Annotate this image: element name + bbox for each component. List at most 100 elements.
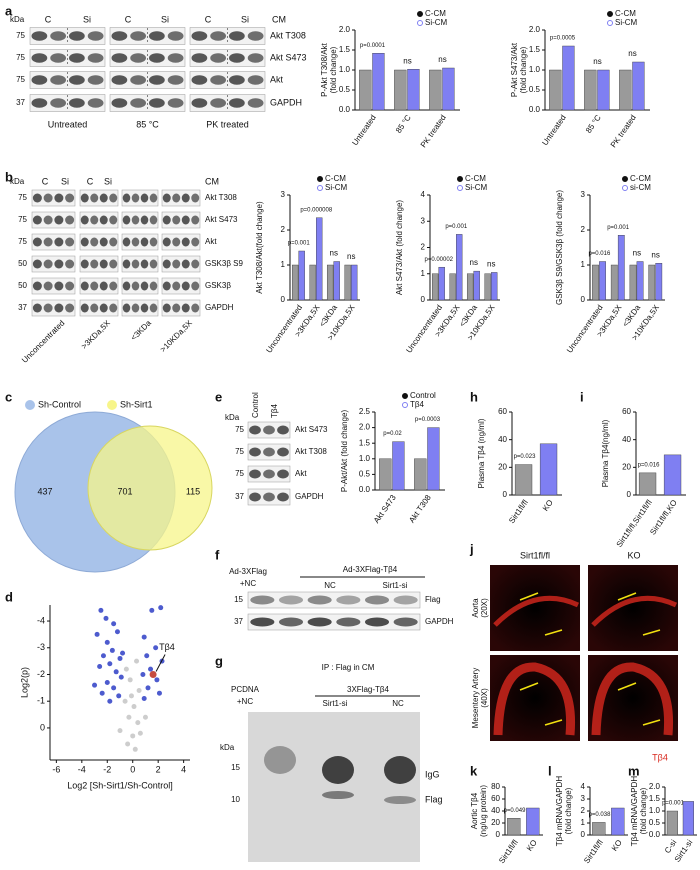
point [94, 631, 100, 637]
blot-strip [121, 189, 159, 207]
row-label: Akt S473 [295, 425, 328, 434]
blot-band [131, 237, 140, 247]
blot-band [122, 193, 131, 203]
group-label: PK treated [206, 119, 249, 129]
blot-band [109, 193, 118, 203]
blot-strip [31, 277, 76, 295]
band-label: Flag [425, 794, 443, 804]
marker-label: 37 [16, 98, 25, 107]
tissue-stain [591, 662, 674, 736]
significance-label: p=0.0003 [415, 417, 441, 423]
bar [632, 61, 645, 111]
legend-label: si-CM [630, 183, 651, 192]
blot-band [149, 281, 158, 291]
point [98, 607, 104, 613]
marker-label: 75 [18, 237, 27, 246]
column-label: KO [627, 550, 640, 560]
bar [526, 807, 540, 836]
blot-band [122, 281, 131, 291]
blot-band [167, 31, 184, 41]
row-label: GAPDH [270, 97, 302, 107]
blot-strip [121, 299, 159, 317]
row-label: GAPDH [205, 303, 234, 312]
point [125, 741, 131, 747]
y-axis-label: P-Akt/Akt (fold change) [340, 410, 349, 493]
y-axis-label: Akt T308/Akt(fold change) [255, 201, 264, 294]
significance-label: ns [593, 57, 601, 66]
blot-band [181, 237, 190, 247]
blot-band [130, 53, 146, 63]
kda-label: kDa [225, 413, 240, 422]
rule [519, 592, 539, 601]
bar [473, 270, 480, 301]
bar [682, 801, 695, 836]
row-label: (40X) [480, 688, 489, 708]
blot-band [229, 98, 245, 108]
y-tick-label: 2 [581, 806, 586, 815]
significance-label: ns [470, 258, 478, 267]
x-tick-label: 0 [130, 764, 135, 774]
blot-band [172, 237, 181, 247]
tissue-stain [591, 595, 678, 627]
marker-label: 75 [235, 425, 244, 434]
y-tick-label: 3 [581, 794, 586, 803]
marker-label: 37 [18, 303, 27, 312]
legend-marker [457, 185, 463, 191]
panel-label: f [215, 547, 220, 562]
legend-label: Control [410, 391, 436, 400]
point [132, 746, 138, 752]
y-axis-label: Tβ4 mRNA/GAPDH [630, 776, 639, 847]
blot-band [111, 98, 128, 108]
blot-band [109, 215, 118, 225]
blot-band [172, 259, 181, 269]
point [149, 670, 157, 678]
lane-label: Sirt1-si [383, 581, 408, 590]
blot-band [191, 259, 200, 269]
panel-label: l [548, 763, 552, 778]
group-label: >3KDa,5X [80, 318, 113, 351]
blot-band [277, 492, 289, 502]
legend-swatch [25, 400, 35, 410]
blot-band [54, 259, 64, 269]
row-label: Akt [270, 74, 284, 84]
blot-band [54, 193, 64, 203]
y-tick-label: 0.0 [359, 485, 371, 494]
y-axis-label: Plasma Tβ4(ng/ml) [601, 419, 610, 487]
lane-label: NC [392, 699, 404, 708]
bar [379, 458, 392, 491]
blot-band [167, 75, 184, 85]
gel-band [264, 746, 296, 774]
legend-marker [607, 11, 613, 17]
blot-band [364, 595, 390, 605]
legend-marker [417, 20, 423, 26]
marker-label: 75 [235, 469, 244, 478]
blot-band [87, 53, 104, 63]
point [141, 634, 147, 640]
category-label: 85 °C [394, 113, 413, 135]
y-tick-label: 40 [491, 806, 500, 815]
blot-band [32, 215, 42, 225]
blot-band [90, 259, 99, 269]
blot-band [249, 447, 261, 457]
category-label: KO [541, 498, 555, 513]
tissue-stain [493, 662, 576, 736]
legend-marker [317, 176, 323, 182]
blot-band [247, 53, 264, 63]
blot-band [65, 193, 75, 203]
blot-strip [161, 189, 201, 207]
category-label: PK treated [419, 113, 448, 149]
point [103, 615, 109, 621]
blot-band [109, 237, 118, 247]
y-tick-label: 0 [627, 490, 632, 499]
blot-band [43, 259, 53, 269]
bar [291, 264, 299, 301]
blot-band [249, 425, 261, 435]
blot-band [32, 193, 42, 203]
y-axis-label: (fold change) [564, 787, 573, 834]
kda-label: kDa [10, 177, 25, 186]
x-tick-label: 2 [156, 764, 161, 774]
point [122, 698, 128, 704]
panel-label: d [5, 589, 13, 604]
blot-strip [121, 277, 159, 295]
row-label: Aorta [471, 598, 480, 618]
